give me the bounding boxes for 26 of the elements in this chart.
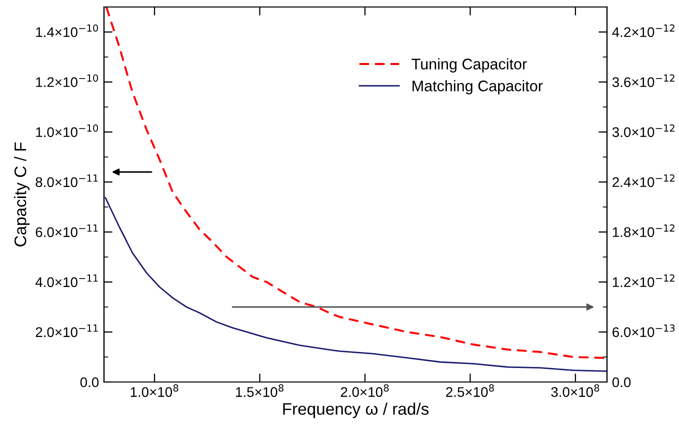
legend-label: Tuning Capacitor <box>412 58 527 72</box>
x-tick-label: 2.0×10$^{8}$ <box>340 384 389 397</box>
x-axis-title: Frequency ω / rad/s <box>283 402 429 418</box>
y2-tick-label: 1.2×10$^{−12}$ <box>612 274 674 288</box>
y2-tick-label: 4.2×10$^{−12}$ <box>612 24 674 38</box>
x-tick-label: 1.0×10$^{8}$ <box>130 384 178 397</box>
y-tick-label: 4.0×10$^{−11}$ <box>35 274 98 288</box>
line-series <box>104 197 607 372</box>
y2-tick-label: 0.0 <box>612 377 631 388</box>
y-axis-title: Capacity C / F <box>14 142 30 246</box>
legend-label: Matching Capacitor <box>412 80 543 94</box>
y2-tick-label: 3.6×10$^{−12}$ <box>612 74 674 88</box>
y-tick-label: 2.0×10$^{−11}$ <box>36 324 98 338</box>
y-tick-label: 1.2×10$^{−10}$ <box>36 74 98 88</box>
y2-tick-label: 3.0×10$^{−12}$ <box>612 124 674 138</box>
y2-tick-label: 6.0×10$^{−13}$ <box>612 324 675 338</box>
x-tick-label: 3.0×10$^{8}$ <box>551 384 600 397</box>
x-tick-label: 2.5×10$^{8}$ <box>446 384 494 397</box>
y-tick-label: 6.0×10$^{−11}$ <box>36 224 98 238</box>
y-tick-label: 1.4×10$^{−10}$ <box>36 24 98 38</box>
y2-tick-label: 1.8×10$^{−12}$ <box>612 224 674 238</box>
y-tick-label: 1.0×10$^{−10}$ <box>36 124 98 138</box>
y-tick-label: 0.0 <box>80 377 99 388</box>
y-tick-label: 8.0×10$^{−11}$ <box>36 174 98 188</box>
y2-tick-label: 2.4×10$^{−12}$ <box>612 174 674 188</box>
x-tick-label: 1.5×10$^{8}$ <box>236 384 284 397</box>
